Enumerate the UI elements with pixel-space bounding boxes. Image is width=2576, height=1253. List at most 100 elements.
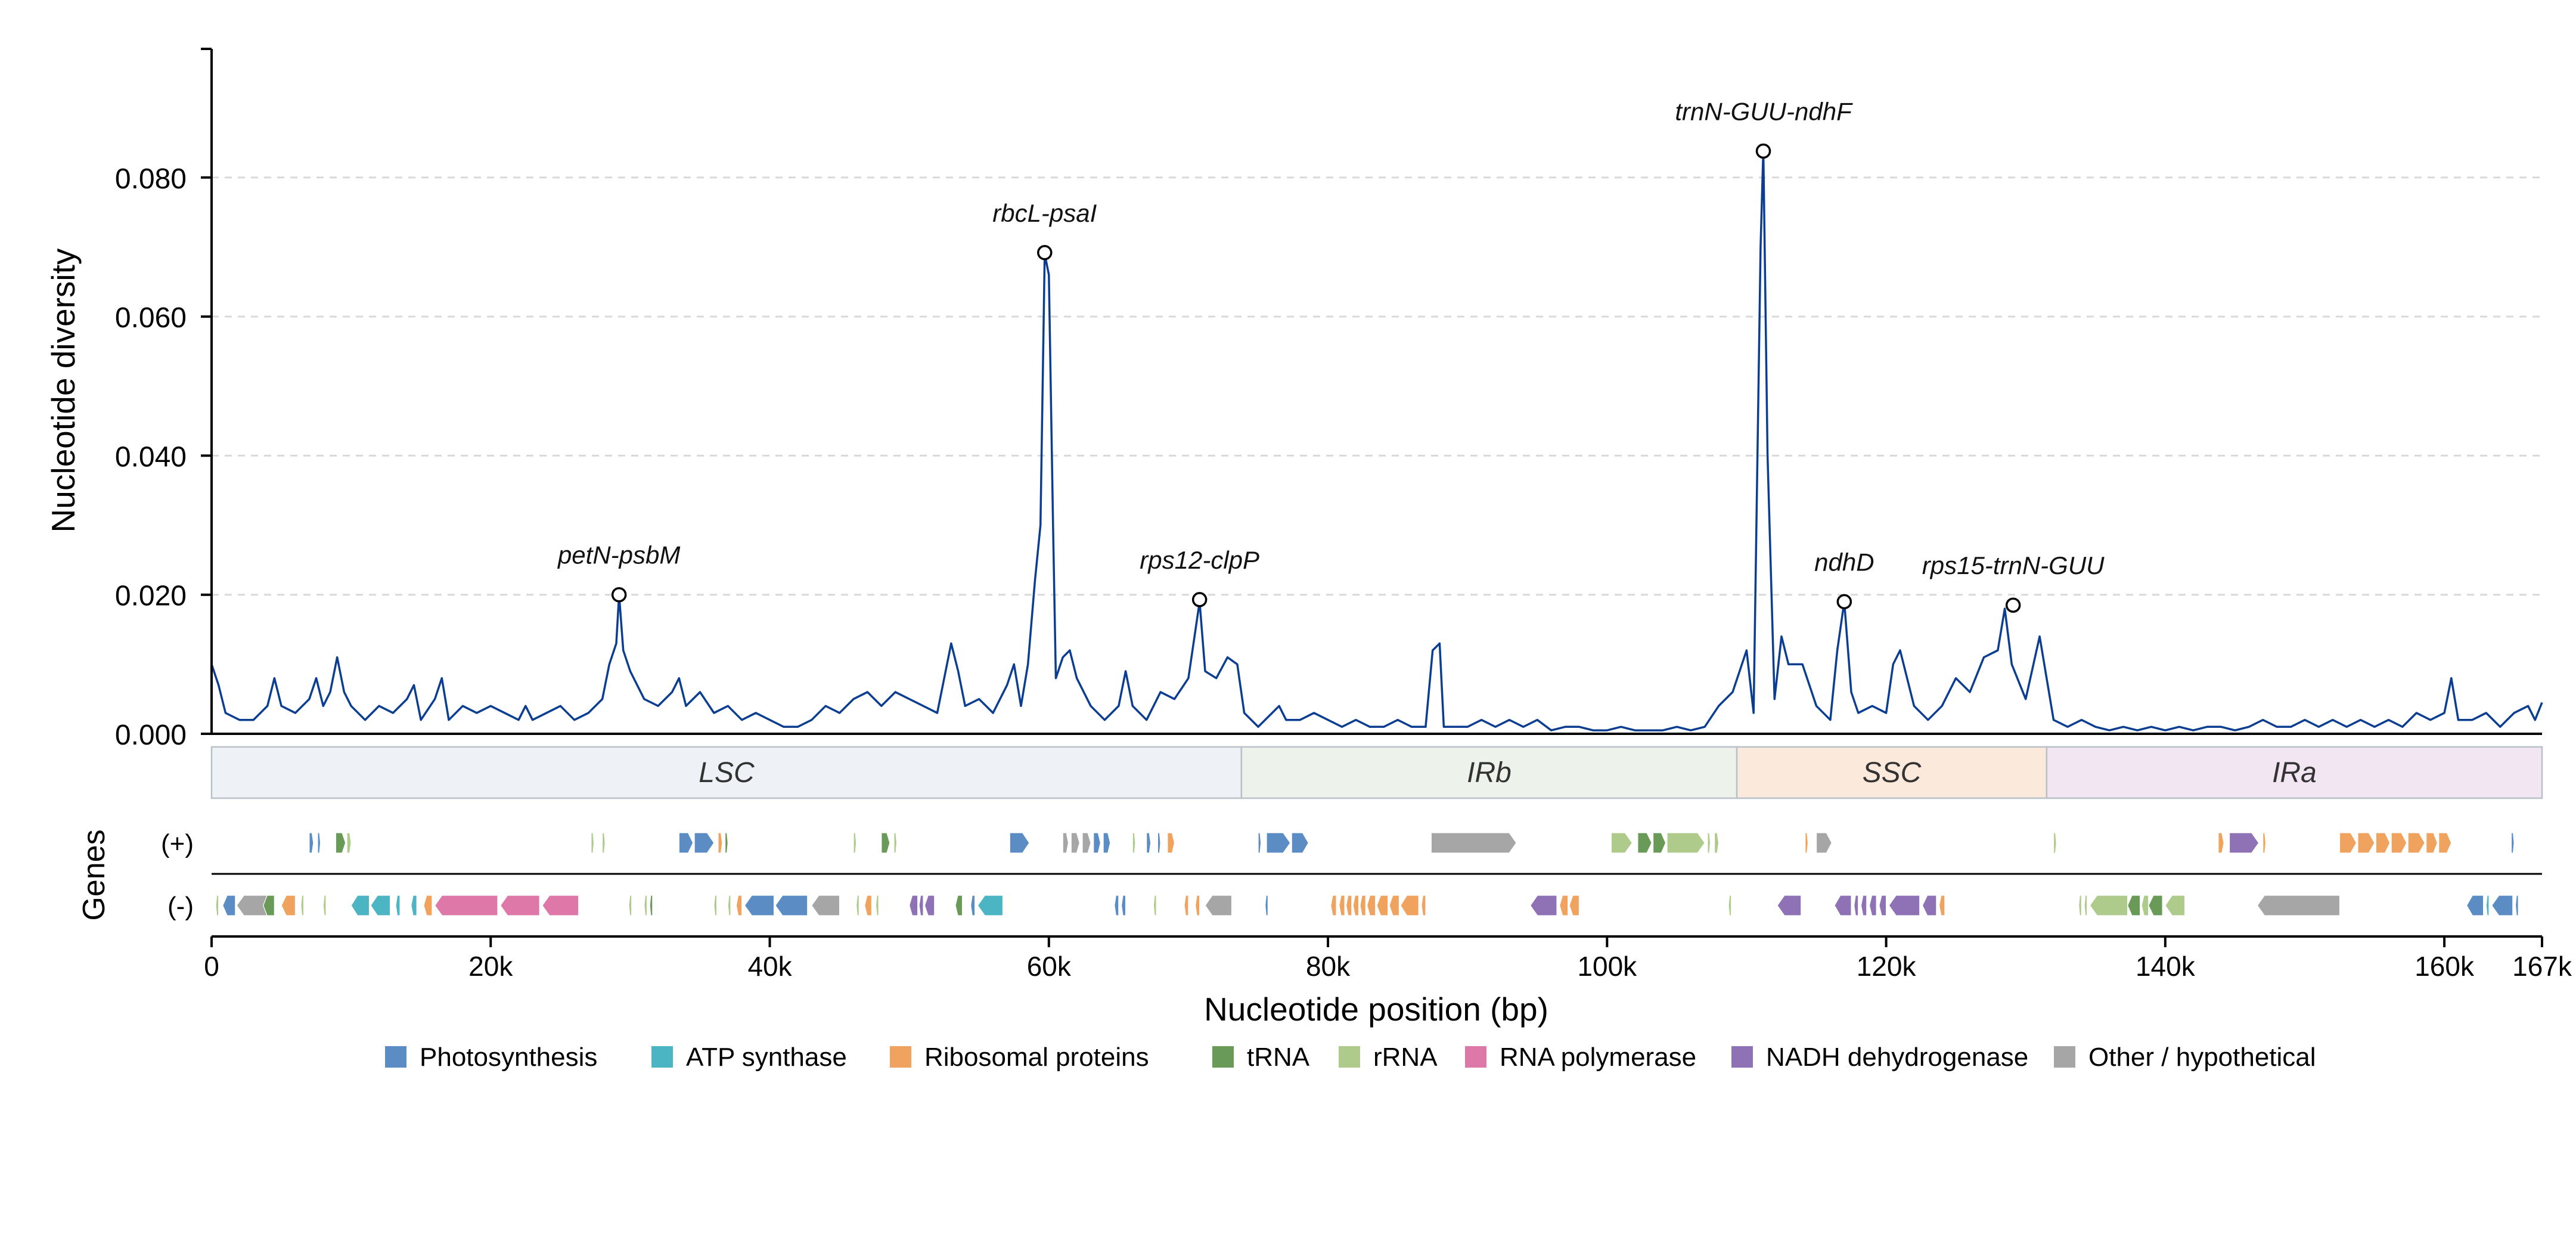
gene-minus — [2491, 895, 2513, 916]
gene-minus — [2141, 895, 2149, 916]
gene-plus — [1146, 832, 1152, 854]
legend-label: tRNA — [1247, 1043, 1310, 1072]
gene-minus — [1922, 895, 1937, 916]
gene-minus — [727, 895, 731, 916]
x-tick-label: 80k — [1306, 951, 1351, 982]
x-tick-label: 140k — [2136, 951, 2196, 982]
gene-plus — [1132, 832, 1136, 854]
gene-minus — [2466, 895, 2484, 916]
gene-minus — [1777, 895, 1802, 916]
gene-plus — [881, 832, 890, 854]
x-tick-label: 167k — [2512, 951, 2572, 982]
gene-minus — [1205, 895, 1233, 916]
gene-minus — [1854, 895, 1859, 916]
gene-plus — [1430, 832, 1517, 854]
gene-plus — [2407, 832, 2426, 854]
gene-minus — [1352, 895, 1360, 916]
peak-label: ndhD — [1814, 548, 1874, 576]
region-irb — [1240, 746, 1738, 799]
gene-plus — [1266, 832, 1291, 854]
gene-minus — [262, 895, 275, 916]
y-tick-label: 0.060 — [115, 302, 187, 334]
peak-label: petN-psbM — [557, 541, 680, 569]
gene-minus — [649, 895, 653, 916]
gene-minus — [2485, 895, 2490, 916]
gene-minus — [977, 895, 1004, 916]
gene-plus — [1258, 832, 1262, 854]
legend-swatch — [651, 1046, 673, 1068]
gene-minus — [2257, 895, 2341, 916]
region-ira — [2046, 746, 2543, 799]
gene-minus — [864, 895, 873, 916]
gene-minus — [411, 895, 417, 916]
gene-minus — [423, 895, 433, 916]
gene-tracks: (+) (-) — [161, 829, 2542, 921]
gene-plus — [1637, 832, 1652, 854]
x-tick-label: 120k — [1857, 951, 1917, 982]
strand-label: (-) — [167, 892, 194, 921]
gene-minus — [1529, 895, 1557, 916]
gene-minus — [2165, 895, 2186, 916]
x-tick-label: 0 — [204, 951, 219, 982]
legend-label: ATP synthase — [686, 1043, 847, 1072]
gene-minus — [1860, 895, 1867, 916]
strand-label: (+) — [161, 829, 194, 858]
gene-plus — [718, 832, 723, 854]
y-tick-label: 0.040 — [115, 441, 187, 473]
x-tick-label: 40k — [747, 951, 792, 982]
peak-label: rps15-trnN-GUU — [1922, 551, 2105, 579]
gene-minus — [1114, 895, 1119, 916]
gene-plus — [335, 832, 346, 854]
gene-plus — [2339, 832, 2357, 854]
gene-minus — [744, 895, 775, 916]
gene-plus — [1666, 832, 1705, 854]
legend-label: Ribosomal proteins — [924, 1043, 1149, 1072]
gene-minus — [2515, 895, 2519, 916]
x-axis-label: Nucleotide position (bp) — [1204, 991, 1548, 1028]
gene-plus — [1291, 832, 1309, 854]
y-tick-label: 0.080 — [115, 163, 187, 195]
gene-plus — [1805, 832, 1809, 854]
x-tick-label: 60k — [1027, 951, 1072, 982]
gene-plus — [1070, 832, 1080, 854]
gene-minus — [2089, 895, 2128, 916]
grid-lines — [212, 176, 2542, 596]
legend-label: Other / hypothetical — [2088, 1043, 2316, 1072]
gene-minus — [1360, 895, 1366, 916]
gene-minus — [2084, 895, 2088, 916]
gene-plus — [1157, 832, 1161, 854]
gene-plus — [1103, 832, 1111, 854]
gene-plus — [2218, 832, 2224, 854]
gene-minus — [222, 895, 236, 916]
gene-plus — [725, 832, 728, 854]
gene-plus — [1062, 832, 1069, 854]
gene-plus — [1707, 832, 1711, 854]
gene-plus — [694, 832, 715, 854]
x-tick-label: 160k — [2414, 951, 2475, 982]
legend-swatch — [1465, 1046, 1486, 1068]
region-bars: LSC IRb SSC IRa — [210, 746, 2543, 799]
gene-minus — [215, 895, 219, 916]
gene-minus — [1121, 895, 1126, 916]
gene-minus — [1559, 895, 1569, 916]
gene-minus — [1400, 895, 1419, 916]
gene-minus — [1265, 895, 1268, 916]
gene-plus — [2510, 832, 2515, 854]
legend: Photosynthesis ATP synthase Ribosomal prot… — [385, 1043, 2316, 1072]
gene-minus — [1888, 895, 1920, 916]
gene-minus — [350, 895, 370, 916]
gene-plus — [1714, 832, 1720, 854]
gene-plus — [678, 832, 694, 854]
gene-minus — [2148, 895, 2163, 916]
gene-minus — [955, 895, 963, 916]
gene-minus — [281, 895, 296, 916]
gene-minus — [1345, 895, 1352, 916]
legend-label: Photosynthesis — [420, 1043, 597, 1072]
genes-track-label: Genes — [77, 829, 111, 920]
gene-plus — [2229, 832, 2260, 854]
x-tick-label: 20k — [468, 951, 513, 982]
gene-minus — [918, 895, 924, 916]
gene-minus — [1339, 895, 1345, 916]
gene-minus — [909, 895, 918, 916]
region-label: IRa — [2272, 757, 2317, 789]
